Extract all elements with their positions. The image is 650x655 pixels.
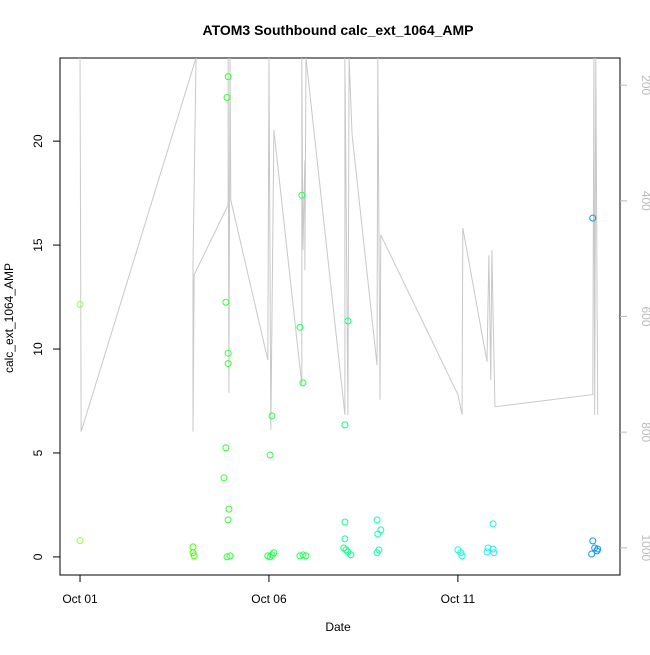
point (296, 323, 304, 331)
point (266, 451, 274, 459)
point (224, 73, 232, 81)
point (341, 535, 349, 543)
point (189, 543, 197, 551)
point (484, 544, 492, 552)
point (190, 552, 198, 560)
point (268, 412, 276, 420)
y2-tick-label: 800 (639, 422, 650, 442)
y-tick-label: 5 (31, 449, 45, 456)
point (347, 551, 355, 559)
point (299, 551, 307, 559)
point (489, 545, 497, 553)
point (594, 545, 602, 553)
y-tick-label: 0 (31, 553, 45, 560)
y2-tick-label: 600 (639, 306, 650, 326)
point (374, 530, 382, 538)
line (79, 58, 599, 432)
y-tick-label: 15 (31, 238, 45, 252)
x-axis-label: Date (325, 620, 351, 634)
point (342, 546, 350, 554)
y-tick-label: 10 (31, 342, 45, 356)
point (299, 379, 307, 387)
point (223, 553, 231, 561)
point (589, 214, 597, 222)
point (224, 360, 232, 368)
point (224, 349, 232, 357)
y-axis-label: calc_ext_1064_AMP (2, 263, 16, 373)
x-tick-label: Oct 06 (251, 592, 287, 606)
y2-tick-label: 200 (639, 75, 650, 95)
point (220, 474, 228, 482)
y2-tick-label: 400 (639, 191, 650, 211)
point (589, 537, 597, 545)
point (458, 552, 466, 560)
point (344, 317, 352, 325)
point (264, 552, 272, 560)
y-tick-label: 20 (31, 134, 45, 148)
point (377, 526, 385, 534)
point (76, 537, 84, 545)
y2-tick-label: 1000 (639, 534, 650, 561)
point (490, 549, 498, 557)
point (223, 93, 231, 101)
chart-title: ATOM3 Southbound calc_ext_1064_AMP (203, 22, 474, 38)
point (222, 298, 230, 306)
point (489, 520, 497, 528)
point (373, 516, 381, 524)
point (302, 552, 310, 560)
point (340, 544, 348, 552)
point (226, 552, 234, 560)
point (76, 300, 84, 308)
plot-frame (59, 57, 621, 576)
point (483, 548, 491, 556)
point (270, 549, 278, 557)
point (341, 421, 349, 429)
point (341, 518, 349, 526)
point (588, 550, 596, 558)
point (373, 549, 381, 557)
point (298, 191, 306, 199)
point (225, 505, 233, 513)
point (457, 549, 465, 557)
x-tick-label: Oct 01 (62, 592, 98, 606)
point (222, 444, 230, 452)
point (268, 551, 276, 559)
x-tick-label: Oct 11 (441, 592, 476, 606)
point (189, 549, 197, 557)
plot-area (76, 58, 602, 561)
point (224, 516, 232, 524)
